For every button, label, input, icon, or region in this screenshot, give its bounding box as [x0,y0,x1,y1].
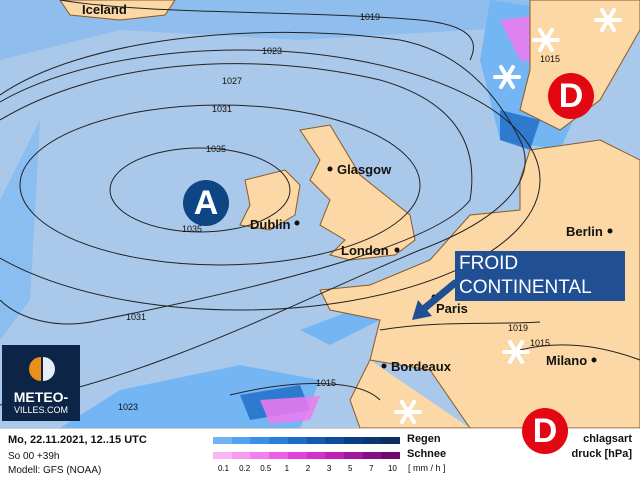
rain-scale-step [343,437,363,444]
precip-type-label: chlagsart [583,433,632,445]
annotation-line1: FROID [459,253,519,274]
scale-tick: 2 [305,464,311,473]
logo-sun-moon-icon [29,357,55,381]
logo: METEO- VILLES.COM [2,345,80,421]
snow-scale-step [287,452,307,459]
snow-scale [213,452,401,459]
forecast-model: Modell: GFS (NOAA) [8,465,102,476]
isobar-label: 1023 [118,402,138,412]
isobar-label: 1027 [222,76,242,86]
isobar-label: 1015 [540,54,560,64]
snow-scale-step [362,452,382,459]
city-dublin: Dublin [250,217,290,232]
scale-tick: 5 [347,464,353,473]
rain-scale-step [250,437,270,444]
snow-scale-step [381,452,401,459]
forecast-run: So 00 +39h [8,451,60,462]
rain-scale-step [287,437,307,444]
annotation-line2: CONTINENTAL [459,277,592,298]
isobars [0,0,640,406]
city-iceland: Iceland [82,2,127,17]
weather-map: 1019 1023 1027 1031 1035 1035 1031 1023 … [0,0,640,428]
rain-scale-step [306,437,326,444]
rain-scale-step [362,437,382,444]
isobar-label: 1015 [530,338,550,348]
snow-scale-step [306,452,326,459]
pressure-label: druck [hPa] [571,448,632,460]
logo-line2: VILLES.COM [13,405,69,415]
scale-tick: 10 [387,464,397,473]
snow-scale-step [325,452,344,459]
snow-scale-step [213,452,232,459]
snow-scale-step [250,452,270,459]
rain-scale-step [269,437,288,444]
scale-tick: 0.2 [239,464,251,473]
snow-label: Schnee [407,448,447,460]
isobar-label: 1031 [126,312,146,322]
city-paris: Paris [436,301,468,316]
rain-scale-step [325,437,344,444]
isobar-label: 1019 [360,12,380,22]
city-bordeaux: Bordeaux [391,359,452,374]
scale-ticks: 0.1 0.2 0.5 1 2 3 5 7 10 [213,464,403,473]
snow-scale-step [269,452,288,459]
forecast-date: Mo, 22.11.2021, 12..15 UTC [8,434,147,446]
rain-scale-step [231,437,251,444]
rain-scale [213,437,401,444]
low-pressure-marker: D [548,73,594,119]
scale-tick: 0.1 [217,464,230,473]
isobar-label: 1015 [316,378,336,388]
scale-tick: 0.5 [260,464,272,473]
city-glasgow: Glasgow [337,162,392,177]
cities: Iceland Glasgow Dublin London Paris Bord… [82,2,613,374]
isobar-labels: 1019 1023 1027 1031 1035 1035 1031 1023 … [118,12,560,412]
annotation-box: FROID CONTINENTAL [455,251,625,301]
rain-scale-step [213,437,232,444]
isobar-label: 1031 [212,104,232,114]
rain-label: Regen [407,433,441,445]
rain-scale-step [381,437,401,444]
sea-gulf [369,359,471,428]
scale-tick: 1 [284,464,290,473]
city-london: London [341,243,389,258]
snow-scale-step [343,452,363,459]
low-pressure-marker: D [522,408,568,454]
isobar-label: 1035 [182,224,202,234]
snowflake-icons [394,8,622,424]
isobar-label: 1019 [508,323,528,333]
arrow-icon [416,279,459,316]
isobar-label: 1023 [262,46,282,56]
scale-tick: 3 [326,464,332,473]
logo-line1: METEO- [13,389,69,405]
city-milano: Milano [546,353,587,368]
isobar-label: 1035 [206,144,226,154]
snow-scale-step [231,452,251,459]
unit-label: [ mm / h ] [408,463,446,473]
city-berlin: Berlin [566,224,603,239]
high-pressure-marker: A [183,180,229,226]
arrow-head-icon [412,300,432,320]
scale-tick: 7 [369,464,374,473]
